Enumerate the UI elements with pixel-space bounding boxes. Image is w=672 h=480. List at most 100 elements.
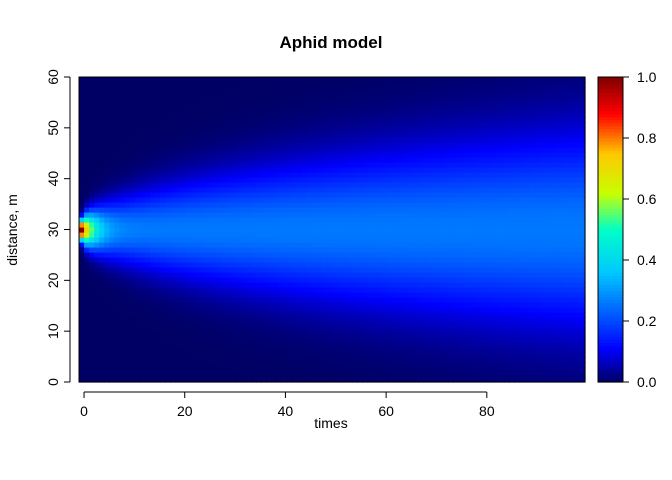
- heat-cell: [402, 227, 409, 233]
- heat-cell: [337, 372, 343, 378]
- heat-cell: [296, 267, 303, 273]
- heat-cell: [311, 152, 318, 158]
- heat-cell: [478, 237, 485, 243]
- heat-cell: [332, 117, 338, 123]
- heat-cell: [473, 302, 480, 308]
- heat-cell: [397, 77, 404, 83]
- heat-cell: [281, 272, 288, 278]
- heat-cell: [266, 337, 272, 343]
- heat-cell: [114, 77, 121, 83]
- heat-cell: [200, 107, 207, 113]
- heat-cell: [271, 377, 277, 383]
- heat-cell: [377, 272, 384, 278]
- heat-cell: [362, 212, 369, 218]
- heat-cell: [387, 202, 394, 208]
- heat-cell: [367, 322, 374, 328]
- heat-cell: [109, 157, 116, 163]
- heat-cell: [139, 112, 146, 118]
- heat-cell: [99, 197, 105, 203]
- heat-cell: [129, 297, 136, 303]
- heat-cell: [139, 147, 146, 153]
- heat-cell: [175, 92, 181, 98]
- heat-cell: [276, 257, 282, 263]
- heat-cell: [240, 142, 247, 148]
- heat-cell: [220, 222, 227, 228]
- heat-cell: [478, 162, 485, 168]
- heat-cell: [433, 257, 439, 263]
- heat-cell: [175, 272, 181, 278]
- heat-cell: [215, 372, 222, 378]
- heat-cell: [124, 272, 131, 278]
- heat-cell: [89, 137, 95, 143]
- heat-cell: [286, 207, 293, 213]
- heat-cell: [311, 117, 318, 123]
- heat-cell: [342, 242, 348, 248]
- heat-cell: [225, 327, 232, 333]
- heat-cell: [94, 322, 100, 328]
- heat-cell: [261, 302, 267, 308]
- heat-cell: [412, 172, 419, 178]
- heat-cell: [210, 117, 217, 123]
- heat-cell: [397, 207, 404, 213]
- heat-cell: [387, 227, 394, 233]
- heat-cell: [372, 367, 379, 373]
- heat-cell: [195, 367, 202, 373]
- heat-cell: [443, 347, 449, 353]
- heat-cell: [276, 202, 282, 208]
- heat-cell: [453, 102, 460, 108]
- heat-cell: [301, 262, 308, 268]
- heat-cell: [392, 182, 399, 188]
- heat-cell: [235, 202, 242, 208]
- heat-cell: [372, 272, 379, 278]
- heat-cell: [99, 102, 105, 108]
- heat-cell: [458, 97, 465, 103]
- heat-cell: [215, 242, 222, 248]
- heat-cell: [94, 207, 100, 213]
- heat-cell: [473, 92, 480, 98]
- heat-cell: [235, 367, 242, 373]
- heat-cell: [311, 292, 318, 298]
- heat-cell: [159, 357, 166, 363]
- heat-cell: [134, 82, 141, 88]
- heat-cell: [478, 297, 485, 303]
- heat-cell: [321, 312, 328, 318]
- heat-cell: [109, 212, 116, 218]
- heat-cell: [159, 292, 166, 298]
- heat-cell: [220, 277, 227, 283]
- heat-cell: [84, 287, 90, 293]
- heat-cell: [139, 227, 146, 233]
- heat-cell: [230, 77, 237, 83]
- heat-cell: [483, 337, 490, 343]
- heat-cell: [428, 142, 434, 148]
- heat-cell: [316, 287, 323, 293]
- heat-cell: [443, 127, 449, 133]
- heat-cell: [301, 342, 308, 348]
- heat-cell: [458, 237, 465, 243]
- heat-cell: [159, 107, 166, 113]
- heat-cell: [392, 107, 399, 113]
- heat-cell: [337, 232, 343, 238]
- heat-cell: [382, 197, 389, 203]
- heat-cell: [230, 102, 237, 108]
- heat-cell: [387, 327, 394, 333]
- heat-cell: [109, 257, 116, 263]
- heat-cell: [342, 172, 348, 178]
- heat-cell: [438, 267, 444, 273]
- heat-cell: [438, 212, 444, 218]
- heat-cell: [185, 162, 191, 168]
- heat-cell: [210, 277, 217, 283]
- heat-cell: [144, 162, 151, 168]
- heat-cell: [144, 367, 151, 373]
- heat-cell: [205, 292, 212, 298]
- heat-cell: [332, 252, 338, 258]
- heat-cell: [165, 277, 171, 283]
- heat-cell: [195, 122, 202, 128]
- heat-cell: [159, 272, 166, 278]
- heat-cell: [397, 92, 404, 98]
- heat-cell: [296, 202, 303, 208]
- heat-cell: [251, 142, 257, 148]
- heat-cell: [332, 227, 338, 233]
- heat-cell: [453, 207, 460, 213]
- heat-cell: [180, 277, 186, 283]
- heat-cell: [114, 267, 121, 273]
